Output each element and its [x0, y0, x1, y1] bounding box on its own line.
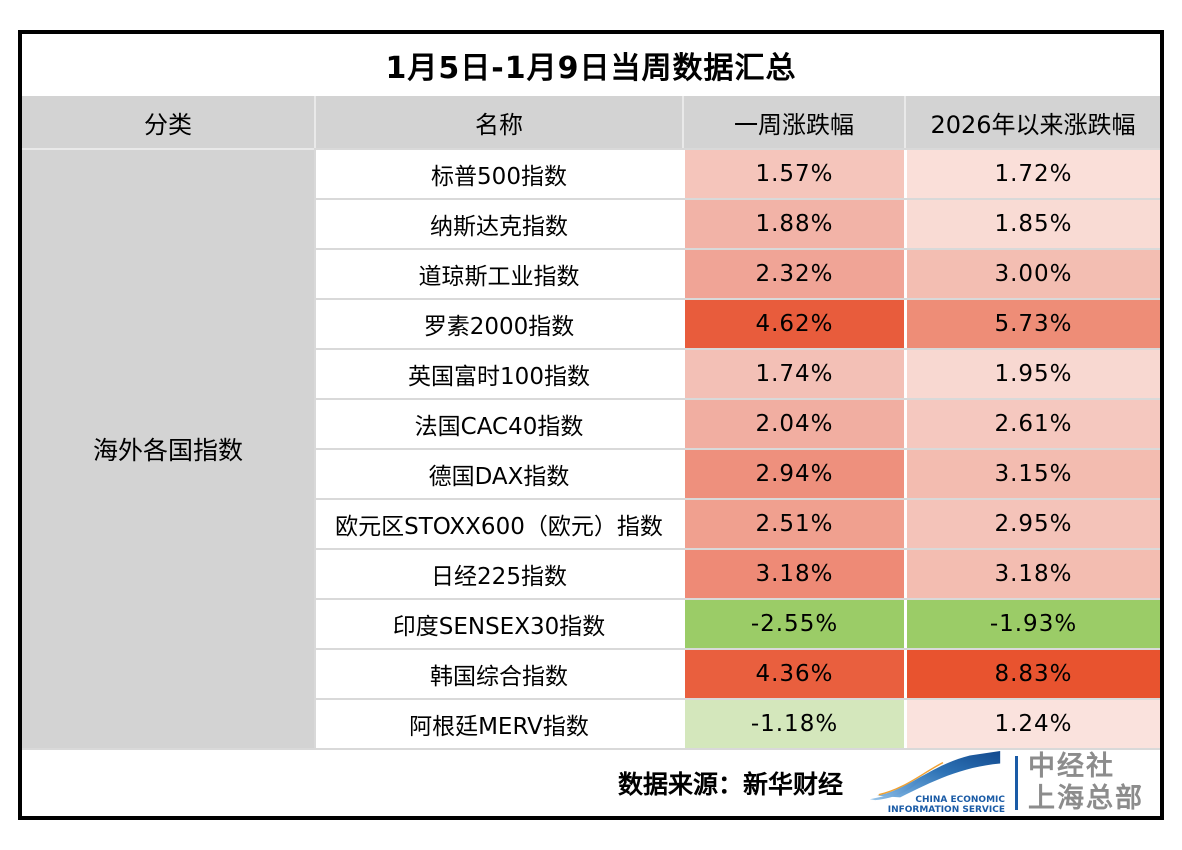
index-name-cell: 纳斯达克指数 — [316, 200, 682, 248]
week-change-cell: 3.18% — [682, 550, 904, 598]
page-title: 1月5日-1月9日当周数据汇总 — [385, 51, 797, 86]
ytd-change-cell: 2.61% — [904, 400, 1160, 448]
table-row: 道琼斯工业指数 2.32% 3.00% — [316, 248, 1160, 298]
table-row: 罗素2000指数 4.62% 5.73% — [316, 298, 1160, 348]
table-row: 标普500指数 1.57% 1.72% — [316, 148, 1160, 198]
logo-swoosh-block: CHINA ECONOMIC INFORMATION SERVICE — [865, 750, 1005, 816]
header-cell-category: 分类 — [144, 110, 192, 139]
index-name-cell: 标普500指数 — [316, 150, 682, 198]
table-row: 德国DAX指数 2.94% 3.15% — [316, 448, 1160, 498]
title-row: 1月5日-1月9日当周数据汇总 — [22, 34, 1160, 96]
week-change-cell: 2.32% — [682, 250, 904, 298]
table-row: 法国CAC40指数 2.04% 2.61% — [316, 398, 1160, 448]
ytd-change-cell: 8.83% — [904, 650, 1160, 698]
ytd-change-cell: 5.73% — [904, 300, 1160, 348]
ytd-change-cell: 1.24% — [904, 700, 1160, 748]
index-name-cell: 印度SENSEX30指数 — [316, 600, 682, 648]
week-change-cell: -2.55% — [682, 600, 904, 648]
index-name-cell: 日经225指数 — [316, 550, 682, 598]
logo-en-text: CHINA ECONOMIC INFORMATION SERVICE — [888, 795, 1005, 816]
logo-cn-line1: 中经社 — [1028, 750, 1115, 782]
ytd-change-cell: 1.85% — [904, 200, 1160, 248]
index-name-cell: 德国DAX指数 — [316, 450, 682, 498]
week-change-cell: 2.04% — [682, 400, 904, 448]
cei-logo: CHINA ECONOMIC INFORMATION SERVICE 中经社 上… — [865, 751, 1144, 816]
ytd-change-cell: -1.93% — [904, 600, 1160, 648]
week-change-cell: 1.88% — [682, 200, 904, 248]
week-change-cell: 4.36% — [682, 650, 904, 698]
ytd-change-cell: 1.95% — [904, 350, 1160, 398]
table-row: 阿根廷MERV指数 -1.18% 1.24% — [316, 698, 1160, 748]
footer: 数据来源：新华财经 — [22, 748, 1160, 816]
week-change-cell: 2.51% — [682, 500, 904, 548]
logo-en-line2: INFORMATION SERVICE — [887, 805, 1005, 815]
ytd-change-cell: 1.72% — [904, 150, 1160, 198]
table-row: 欧元区STOXX600（欧元）指数 2.51% 2.95% — [316, 498, 1160, 548]
category-cell: 海外各国指数 — [22, 148, 314, 748]
logo-en-line1: CHINA ECONOMIC — [915, 794, 1005, 805]
swoosh-icon — [869, 750, 1001, 800]
week-change-cell: -1.18% — [682, 700, 904, 748]
table-row: 纳斯达克指数 1.88% 1.85% — [316, 198, 1160, 248]
logo-cn-line2: 上海总部 — [1028, 783, 1144, 814]
index-name-cell: 阿根廷MERV指数 — [316, 700, 682, 748]
ytd-change-cell: 2.95% — [904, 500, 1160, 548]
data-source-label: 数据来源：新华财经 — [617, 770, 843, 799]
table-header-row: 分类 名称 一周涨跌幅 2026年以来涨跌幅 — [22, 96, 1160, 148]
table-row: 英国富时100指数 1.74% 1.95% — [316, 348, 1160, 398]
table-row: 韩国综合指数 4.36% 8.83% — [316, 648, 1160, 698]
table-row: 印度SENSEX30指数 -2.55% -1.93% — [316, 598, 1160, 648]
header-cell-name: 名称 — [314, 96, 682, 148]
header-cell-week-change: 一周涨跌幅 — [682, 96, 904, 148]
week-change-cell: 1.57% — [682, 150, 904, 198]
index-name-cell: 罗素2000指数 — [316, 300, 682, 348]
table-row: 日经225指数 3.18% 3.18% — [316, 548, 1160, 598]
logo-divider — [1015, 756, 1018, 810]
ytd-change-cell: 3.18% — [904, 550, 1160, 598]
index-name-cell: 欧元区STOXX600（欧元）指数 — [316, 500, 682, 548]
week-change-cell: 2.94% — [682, 450, 904, 498]
index-name-cell: 法国CAC40指数 — [316, 400, 682, 448]
index-name-cell: 道琼斯工业指数 — [316, 250, 682, 298]
weekly-data-summary-card: 1月5日-1月9日当周数据汇总 分类 名称 一周涨跌幅 2026年以来涨跌幅 海… — [18, 30, 1164, 820]
logo-cn-text: 中经社 上海总部 — [1028, 751, 1144, 816]
table-body: 海外各国指数 标普500指数 1.57% 1.72% 纳斯达克指数 1.88% … — [22, 148, 1160, 748]
week-change-cell: 4.62% — [682, 300, 904, 348]
ytd-change-cell: 3.00% — [904, 250, 1160, 298]
index-name-cell: 英国富时100指数 — [316, 350, 682, 398]
ytd-change-cell: 3.15% — [904, 450, 1160, 498]
table-rows: 标普500指数 1.57% 1.72% 纳斯达克指数 1.88% 1.85% 道… — [314, 148, 1160, 748]
week-change-cell: 1.74% — [682, 350, 904, 398]
header-cell-ytd-change: 2026年以来涨跌幅 — [904, 96, 1160, 148]
index-name-cell: 韩国综合指数 — [316, 650, 682, 698]
